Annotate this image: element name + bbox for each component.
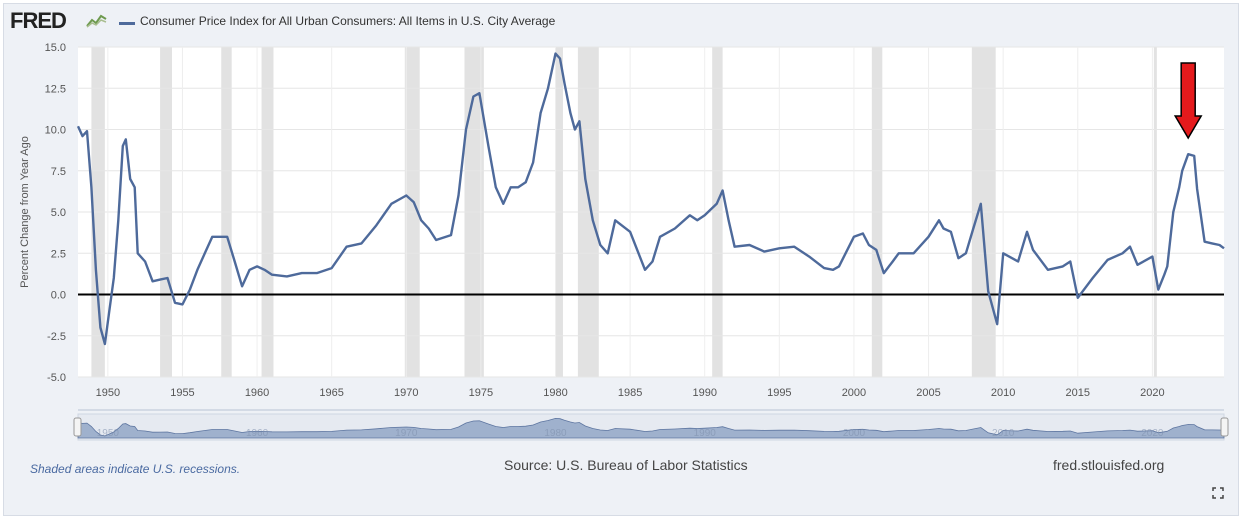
y-tick-label: 10.0	[45, 125, 66, 137]
red-arrow-icon	[1173, 62, 1203, 140]
x-axis-ticks: 1950 1955 1960 1965 1970 1975 1980 1985 1990 1995…	[96, 387, 1165, 399]
y-axis-ticks: -5.0 -2.5 0.0 2.5 5.0 7.5 10.0 12.5 15.0	[45, 42, 66, 384]
x-tick-label: 1950	[96, 387, 120, 399]
navigator-tick-label: 2020	[1141, 428, 1164, 439]
y-tick-label: -2.5	[47, 331, 66, 343]
fred-chart-icon	[86, 14, 107, 28]
y-tick-label: 0.0	[51, 290, 66, 302]
navigator-left-handle[interactable]	[73, 417, 82, 437]
y-tick-label: -5.0	[47, 372, 66, 384]
y-tick-label: 5.0	[51, 207, 66, 219]
x-tick-label: 1980	[543, 387, 567, 399]
navigator-tick-label: 1960	[246, 428, 269, 439]
range-navigator: 1950 1960 1970 1980 1990 2000 2010 2020	[73, 409, 1229, 441]
x-tick-label: 1995	[767, 387, 791, 399]
x-tick-label: 1955	[170, 387, 194, 399]
y-tick-label: 2.5	[51, 248, 66, 260]
fullscreen-icon[interactable]	[1212, 487, 1224, 499]
x-tick-label: 1965	[319, 387, 343, 399]
annotation-arrow	[1173, 62, 1203, 140]
x-tick-label: 1990	[692, 387, 716, 399]
navigator-series	[77, 417, 1225, 439]
source-text: Source: U.S. Bureau of Labor Statistics	[504, 457, 748, 473]
navigator-tick-label: 1990	[694, 428, 717, 439]
fred-logo[interactable]: FRED	[10, 8, 67, 33]
site-link[interactable]: fred.stlouisfed.org	[1053, 457, 1165, 473]
x-tick-label: 2005	[916, 387, 940, 399]
navigator-tick-label: 1950	[97, 428, 120, 439]
y-tick-label: 15.0	[45, 42, 66, 54]
x-tick-label: 2015	[1066, 387, 1090, 399]
gridlines	[78, 46, 1224, 378]
x-tick-label: 1970	[394, 387, 418, 399]
navigator-ticks: 1950 1960 1970 1980 1990 2000 2010 2020	[97, 428, 1164, 439]
navigator-tick-label: 2000	[843, 428, 866, 439]
legend-series-label[interactable]: Consumer Price Index for All Urban Consu…	[140, 14, 556, 28]
navigator-tick-label: 1980	[544, 428, 567, 439]
x-tick-label: 1960	[245, 387, 269, 399]
navigator-tick-label: 2010	[992, 428, 1015, 439]
y-tick-label: 12.5	[45, 83, 66, 95]
navigator-tick-label: 1970	[395, 428, 418, 439]
x-tick-label: 2000	[842, 387, 866, 399]
navigator-right-handle[interactable]	[1220, 417, 1229, 437]
x-tick-label: 2010	[991, 387, 1015, 399]
x-tick-label: 2020	[1140, 387, 1164, 399]
y-tick-label: 7.5	[51, 166, 66, 178]
series-line[interactable]	[76, 52, 1225, 346]
x-tick-label: 1985	[618, 387, 642, 399]
legend-swatch	[119, 22, 135, 25]
y-axis-label: Percent Change from Year Ago	[19, 136, 31, 288]
recession-note: Shaded areas indicate U.S. recessions.	[30, 462, 241, 476]
x-tick-label: 1975	[469, 387, 493, 399]
